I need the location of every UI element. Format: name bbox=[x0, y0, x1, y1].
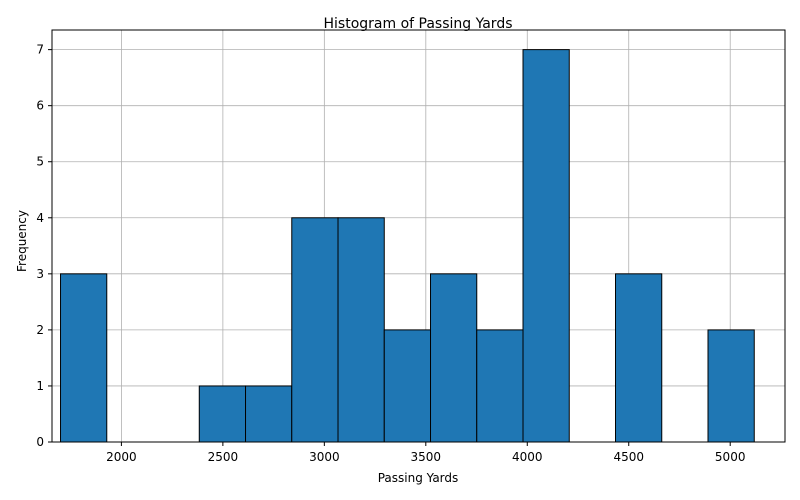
chart-title: Histogram of Passing Yards bbox=[324, 16, 513, 32]
y-tick-label: 2 bbox=[36, 323, 44, 337]
histogram-bar bbox=[383, 329, 432, 443]
x-tick-label: 5000 bbox=[715, 450, 746, 464]
x-tick-label: 2000 bbox=[106, 450, 137, 464]
x-axis-label: Passing Yards bbox=[378, 471, 459, 485]
y-tick-label: 1 bbox=[36, 379, 44, 393]
y-tick-label: 5 bbox=[36, 155, 44, 169]
y-tick-label: 7 bbox=[36, 43, 44, 57]
histogram-bar bbox=[707, 329, 755, 443]
y-tick-label: 3 bbox=[36, 267, 44, 281]
y-tick-label: 6 bbox=[36, 99, 44, 113]
y-axis-label: Frequency bbox=[15, 210, 29, 272]
x-tick-label: 4500 bbox=[613, 450, 644, 464]
plot-frame bbox=[51, 29, 786, 443]
x-axis-ticks: 2000 2500 3000 3500 4000 4500 5000 bbox=[106, 442, 745, 464]
bars bbox=[60, 49, 755, 443]
histogram-bar bbox=[430, 273, 478, 443]
y-tick-label: 4 bbox=[36, 211, 44, 225]
x-tick-label: 3000 bbox=[309, 450, 340, 464]
x-tick-label: 3500 bbox=[411, 450, 442, 464]
histogram-bar bbox=[476, 329, 524, 443]
y-axis-ticks: 0 1 2 3 4 5 6 7 bbox=[36, 43, 52, 449]
x-tick-label: 4000 bbox=[512, 450, 543, 464]
histogram-bar bbox=[60, 273, 108, 443]
histogram-bar bbox=[337, 217, 385, 443]
grid bbox=[52, 30, 785, 443]
histogram-bar bbox=[245, 385, 293, 443]
histogram-bar bbox=[198, 385, 247, 443]
histogram-bar bbox=[522, 49, 570, 443]
x-tick-label: 2500 bbox=[208, 450, 239, 464]
histogram-bar bbox=[615, 273, 663, 443]
y-tick-label: 0 bbox=[36, 435, 44, 449]
histogram-bar bbox=[291, 217, 339, 443]
